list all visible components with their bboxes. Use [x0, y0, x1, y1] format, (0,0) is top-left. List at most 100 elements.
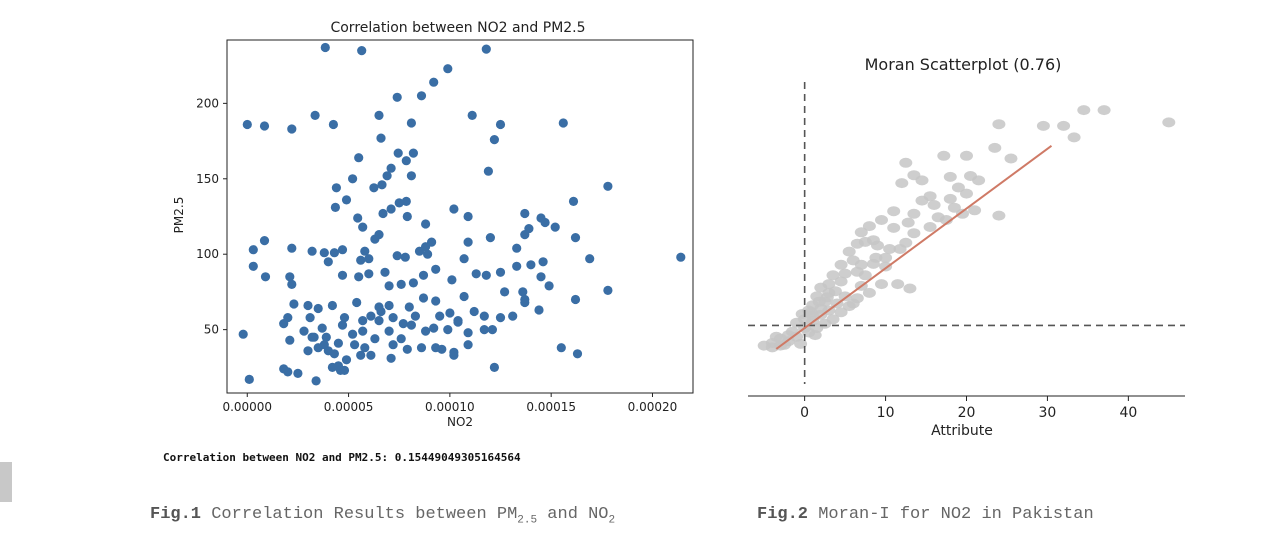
left-point-22: [354, 153, 364, 163]
left-point-43: [353, 213, 363, 223]
left-chart-plot-area: [226, 39, 694, 394]
left-point-30: [331, 183, 341, 193]
left-point-24: [386, 163, 396, 173]
right-point-3: [1057, 120, 1071, 131]
left-point-137: [348, 329, 358, 339]
left-point-186: [319, 340, 329, 350]
right-point-11: [899, 157, 913, 168]
right-point-45: [838, 268, 852, 279]
left-point-159: [416, 343, 427, 353]
left-point-34: [394, 198, 404, 208]
left-point-95: [512, 261, 522, 271]
left-point-132: [508, 311, 518, 321]
left-point-118: [339, 313, 350, 323]
right-point-27: [887, 206, 901, 217]
left-point-131: [534, 305, 544, 315]
right-point-4: [1067, 132, 1081, 143]
left-point-94: [495, 267, 506, 277]
moran-scatterplot-chart: Moran Scatterplot (0.76) 0 10 20 30 40 Attri…: [748, 55, 1185, 439]
left-point-21: [401, 156, 411, 166]
left-point-13: [328, 119, 338, 130]
left-point-74: [676, 252, 686, 262]
left-point-86: [384, 281, 394, 291]
left-point-39: [378, 208, 388, 219]
figure-1-text-a: Correlation Results between PM: [201, 505, 518, 524]
right-point-48: [834, 276, 848, 287]
left-point-66: [400, 252, 410, 262]
left-point-87: [396, 279, 406, 289]
left-point-140: [384, 326, 394, 336]
right-point-18: [951, 182, 965, 193]
left-point-133: [279, 319, 289, 329]
right-chart-regression: [775, 144, 1053, 350]
left-point-4: [429, 77, 439, 87]
left-point-75: [323, 257, 333, 267]
left-point-76: [319, 248, 329, 258]
left-point-10: [242, 119, 252, 130]
left-point-35: [568, 196, 579, 206]
left-point-9: [467, 110, 477, 120]
left-point-138: [358, 326, 368, 336]
left-point-31: [603, 181, 613, 191]
no2-pm25-scatter-chart: Correlation between NO2 and PM2.5 0.0000…: [172, 20, 694, 429]
left-point-183: [311, 376, 321, 386]
left-point-125: [435, 311, 445, 321]
left-point-168: [341, 355, 352, 365]
left-point-117: [305, 313, 315, 323]
right-x-tick-label-2: 20: [958, 405, 976, 421]
right-point-98: [943, 193, 957, 204]
right-point-22: [947, 202, 961, 213]
right-point-93: [893, 244, 907, 254]
right-point-82: [777, 339, 791, 350]
left-point-18: [376, 133, 386, 143]
right-point-29: [875, 215, 888, 225]
left-point-130: [495, 313, 506, 323]
right-point-43: [879, 261, 893, 272]
left-point-58: [307, 246, 317, 256]
left-point-96: [526, 260, 536, 270]
left-point-141: [396, 334, 406, 344]
right-point-74: [834, 307, 848, 318]
left-point-182: [244, 374, 254, 384]
left-point-148: [479, 325, 489, 335]
left-point-115: [289, 299, 299, 309]
left-point-167: [329, 349, 339, 359]
right-point-8: [1004, 153, 1018, 164]
left-point-29: [348, 174, 358, 184]
left-point-11: [259, 121, 270, 131]
left-point-102: [603, 285, 613, 295]
left-x-tick-label-3: 0.00015: [526, 400, 576, 414]
right-point-13: [895, 178, 909, 189]
left-point-163: [463, 340, 473, 350]
left-point-1: [357, 46, 367, 56]
left-point-171: [386, 353, 396, 363]
left-point-151: [285, 335, 295, 345]
left-point-69: [364, 254, 374, 264]
left-point-180: [293, 368, 303, 378]
left-point-90: [431, 264, 441, 274]
left-point-51: [358, 222, 368, 232]
left-point-16: [558, 118, 568, 128]
right-chart-x-label: Attribute: [931, 423, 993, 439]
right-point-10: [960, 150, 973, 161]
left-point-158: [388, 340, 398, 350]
left-point-181: [279, 364, 289, 374]
right-point-6: [992, 119, 1006, 130]
left-point-82: [337, 270, 348, 280]
left-point-77: [337, 245, 348, 255]
left-point-25: [382, 171, 392, 181]
figure-1-caption: Fig.1 Correlation Results between PM2.5 …: [150, 505, 615, 526]
left-chart-y-ticks: 50 100 150 200: [196, 96, 227, 337]
right-point-44: [834, 259, 848, 270]
left-point-144: [429, 323, 439, 333]
left-point-91: [447, 275, 457, 285]
right-point-2: [1162, 117, 1176, 128]
left-point-52: [370, 234, 380, 244]
left-point-99: [500, 287, 510, 297]
right-point-21: [927, 200, 941, 210]
left-y-tick-label-0: 50: [204, 323, 219, 337]
right-point-92: [879, 252, 893, 263]
left-point-106: [418, 293, 429, 303]
figure-2-caption: Fig.2 Moran-I for NO2 in Pakistan: [757, 505, 1094, 524]
left-point-173: [449, 350, 459, 360]
